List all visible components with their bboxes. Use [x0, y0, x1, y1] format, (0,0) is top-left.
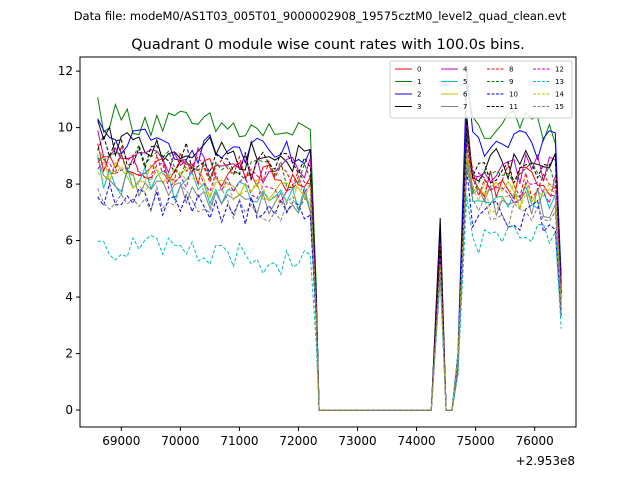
- x-tick-label: 70000: [161, 434, 199, 448]
- legend-label-1: 1: [417, 78, 421, 86]
- series-line-8: [97, 138, 562, 411]
- series-line-4: [97, 124, 562, 411]
- y-tick-label: 8: [65, 177, 73, 191]
- series-line-6: [97, 147, 562, 411]
- series-line-7: [97, 157, 562, 411]
- legend-label-4: 4: [463, 66, 468, 74]
- series-line-14: [97, 152, 562, 411]
- legend-label-6: 6: [463, 91, 468, 99]
- x-tick-label: 71000: [220, 434, 258, 448]
- y-tick-label: 10: [58, 121, 73, 135]
- y-tick-label: 12: [58, 64, 73, 78]
- figure-suptitle: Data file: modeM0/AS1T03_005T01_90000029…: [74, 9, 567, 23]
- chart-title: Quadrant 0 module wise count rates with …: [131, 37, 525, 53]
- y-axis: 0 2 4 6 8 10 12: [58, 64, 80, 417]
- series-line-9: [97, 133, 562, 411]
- y-tick-label: 2: [65, 347, 73, 361]
- series-lines: [97, 71, 562, 411]
- series-line-15: [97, 167, 562, 411]
- legend-label-15: 15: [555, 103, 564, 111]
- series-line-2: [97, 71, 562, 411]
- legend-label-8: 8: [509, 66, 513, 74]
- legend-label-2: 2: [417, 91, 421, 99]
- legend-label-14: 14: [555, 91, 564, 99]
- legend-box: [389, 60, 573, 119]
- series-line-13: [97, 195, 562, 411]
- x-tick-label: 76000: [516, 434, 554, 448]
- y-tick-label: 4: [65, 290, 73, 304]
- x-tick-label: 75000: [457, 434, 495, 448]
- x-tick-label: 73000: [338, 434, 376, 448]
- x-tick-label: 74000: [397, 434, 435, 448]
- legend-label-0: 0: [417, 66, 421, 74]
- x-axis: 69000 70000 71000 72000 73000 74000 75000 76000: [102, 427, 554, 448]
- legend-label-12: 12: [555, 66, 564, 74]
- legend-label-3: 3: [417, 103, 421, 111]
- legend-label-9: 9: [509, 78, 513, 86]
- legend-label-11: 11: [509, 103, 518, 111]
- legend-label-10: 10: [509, 91, 518, 99]
- series-line-10: [97, 169, 562, 411]
- series-line-12: [97, 144, 562, 411]
- series-line-1: [97, 85, 562, 411]
- y-tick-label: 0: [65, 403, 73, 417]
- x-tick-label: 72000: [279, 434, 317, 448]
- x-axis-offset-label: +2.953e8: [516, 454, 575, 468]
- x-tick-label: 69000: [102, 434, 140, 448]
- legend-label-7: 7: [463, 103, 467, 111]
- axes-frame: [79, 56, 577, 428]
- legend-label-5: 5: [463, 78, 467, 86]
- y-tick-label: 6: [65, 234, 73, 248]
- legend-label-13: 13: [555, 78, 564, 86]
